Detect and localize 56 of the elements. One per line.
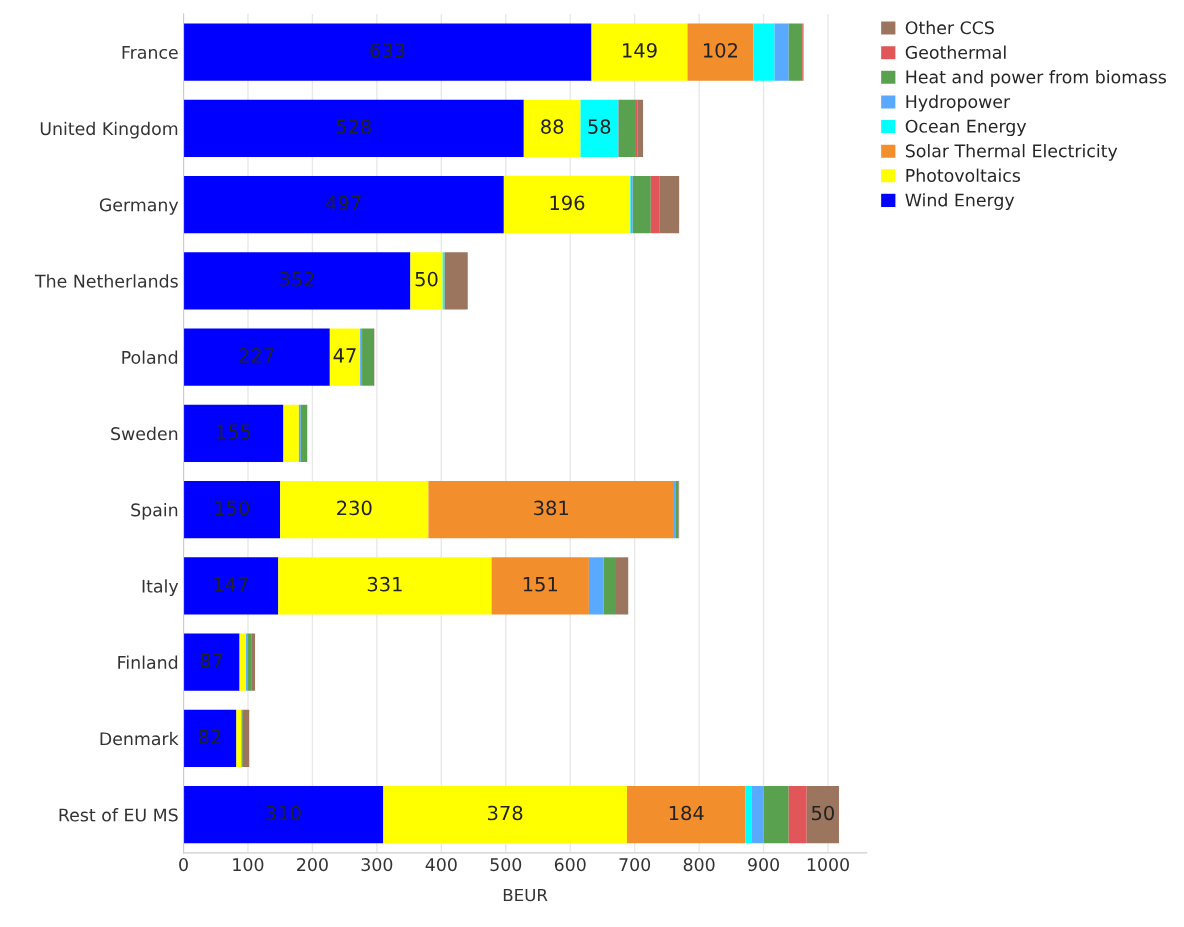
data-label: 150	[215, 500, 250, 516]
data-label: 633	[370, 42, 405, 58]
x-tick-label: 900	[748, 858, 779, 872]
data-label: 155	[217, 424, 251, 440]
x-tick-label: 200	[297, 858, 328, 872]
x-tick-label: 100	[233, 858, 264, 872]
data-label: 58	[588, 119, 611, 134]
data-label: 47	[333, 348, 356, 363]
legend-label: Solar Thermal Electricity	[905, 143, 1118, 161]
data-label: 196	[550, 195, 585, 211]
y-tick-label: United Kingdom	[40, 121, 178, 139]
y-tick-label: Denmark	[100, 731, 179, 746]
data-label: 151	[523, 577, 558, 592]
x-tick-label: 1000	[807, 858, 849, 872]
x-tick-label: 500	[490, 858, 522, 872]
x-tick-label: 800	[683, 858, 715, 872]
y-tick-label: The Netherlands	[34, 274, 178, 288]
y-tick-label: Spain	[131, 503, 178, 520]
x-tick-label: 400	[425, 858, 457, 872]
x-tick-label: 700	[619, 858, 651, 872]
x-tick-label: 600	[554, 858, 586, 872]
legend-label: Heat and power from biomass	[906, 70, 1166, 87]
legend-label: Hydropower	[906, 94, 1011, 112]
data-label: 149	[623, 42, 657, 58]
data-label: 147	[214, 577, 248, 592]
data-label: 50	[415, 271, 438, 287]
y-tick-label: Sweden	[111, 426, 178, 441]
data-label: 230	[337, 500, 372, 516]
legend-label: Photovoltaics	[906, 168, 1021, 182]
data-label: 528	[336, 119, 371, 134]
data-label: 352	[279, 271, 314, 287]
y-tick-label: Rest of EU MS	[59, 808, 178, 822]
data-label: 310	[266, 805, 301, 821]
data-label: 82	[198, 729, 221, 745]
y-tick-label: Germany	[99, 198, 179, 215]
legend-label: Geothermal	[905, 45, 1006, 59]
data-label: 88	[541, 119, 564, 134]
data-label: 331	[367, 576, 402, 592]
data-label: 50	[811, 805, 834, 821]
legend-label: Wind Energy	[905, 193, 1015, 210]
y-tick-label: Finland	[118, 655, 178, 670]
x-tick-label: 0	[179, 858, 188, 872]
x-axis-title: BEUR	[503, 888, 548, 902]
y-tick-label: Italy	[142, 579, 179, 597]
data-label: 87	[200, 653, 223, 668]
data-label: 227	[239, 348, 274, 363]
legend-label: Ocean Energy	[905, 119, 1027, 137]
data-label: 184	[669, 805, 704, 821]
legend-label: Other CCS	[905, 20, 994, 35]
data-label: 381	[534, 500, 568, 516]
data-label: 497	[326, 195, 361, 211]
y-tick-label: Poland	[122, 350, 178, 364]
data-label: 378	[488, 805, 523, 821]
data-label: 102	[703, 42, 737, 58]
x-tick-label: 300	[361, 858, 393, 872]
y-tick-label: France	[122, 45, 178, 59]
